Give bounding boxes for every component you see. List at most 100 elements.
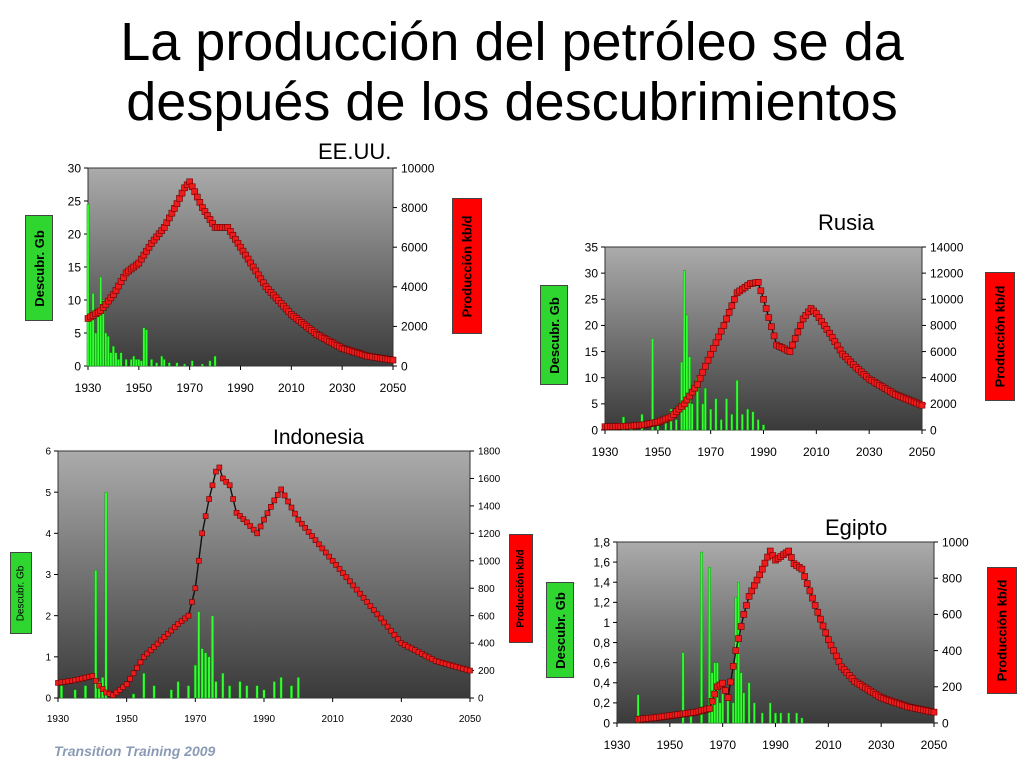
production-marker-indonesia — [350, 582, 357, 589]
production-marker-indonesia — [285, 498, 291, 505]
left-tick-label-egypt: 0,4 — [593, 676, 610, 690]
plot-area-indonesia — [57, 450, 471, 699]
discovery-bar-indonesia — [197, 611, 201, 699]
left-tick-label-indonesia: 0 — [45, 694, 51, 705]
right-tick-label-egypt: 200 — [942, 680, 962, 694]
production-marker-egypt — [819, 622, 827, 630]
slide-title: La producción del petróleo se da después… — [0, 12, 1024, 132]
discovery-bar-usa — [213, 355, 217, 367]
production-marker-indonesia — [268, 504, 274, 510]
production-marker-egypt — [822, 629, 829, 637]
right-tick-label-russia: 10000 — [930, 293, 964, 307]
discovery-bar-russia — [709, 408, 712, 431]
discovery-bar-indonesia — [193, 664, 197, 699]
discovery-bar-egypt — [718, 702, 722, 724]
production-marker-indonesia — [319, 545, 326, 552]
discovery-bar-indonesia — [94, 570, 98, 699]
production-marker-russia — [731, 295, 738, 303]
discovery-bar-usa — [150, 359, 153, 367]
discovery-bar-usa — [160, 355, 164, 367]
discovery-bar-usa — [91, 293, 95, 367]
left-tick-label-russia: 5 — [591, 397, 598, 411]
production-marker-russia — [757, 287, 765, 295]
x-tick-label-egypt: 2010 — [815, 738, 842, 752]
right-tick-label-usa: 8000 — [401, 201, 428, 215]
x-tick-label-russia: 1930 — [592, 445, 619, 459]
discovery-bar-indonesia — [238, 681, 242, 699]
discovery-bar-egypt — [800, 717, 804, 724]
right-tick-label-indonesia: 600 — [478, 611, 495, 622]
production-marker-indonesia — [161, 634, 168, 640]
left-tick-label-indonesia: 3 — [45, 570, 51, 581]
production-marker-egypt — [761, 559, 769, 567]
production-marker-indonesia — [360, 595, 367, 601]
production-marker-egypt — [732, 647, 740, 654]
left-axis-label-egypt-text: Descubr. Gb — [552, 591, 568, 669]
left-tick-label-usa: 20 — [68, 227, 82, 241]
production-marker-indonesia — [220, 475, 226, 482]
x-tick-label-indonesia: 1950 — [116, 714, 139, 725]
left-tick-label-usa: 30 — [68, 161, 82, 175]
production-marker-indonesia — [213, 468, 219, 475]
discovery-bar-usa — [155, 362, 158, 367]
discovery-bar-egypt — [774, 712, 777, 724]
right-tick-label-usa: 0 — [401, 359, 408, 373]
production-marker-indonesia — [99, 686, 106, 692]
discovery-bar-usa — [175, 362, 179, 367]
left-axis-label-egypt: Descubr. Gb — [546, 582, 574, 678]
discovery-bar-usa — [208, 360, 212, 367]
discovery-bar-usa — [99, 276, 103, 367]
production-marker-russia — [725, 309, 733, 316]
discovery-bar-russia — [701, 403, 705, 431]
discovery-bar-russia — [730, 414, 734, 431]
production-marker-russia — [760, 295, 767, 303]
left-tick-label-egypt: 1,2 — [593, 596, 610, 610]
discovery-bar-indonesia — [142, 673, 146, 699]
discovery-bar-indonesia — [200, 648, 204, 699]
x-tick-label-usa: 1930 — [75, 381, 102, 395]
production-marker-indonesia — [216, 464, 223, 471]
discovery-bar-usa — [109, 352, 113, 367]
right-tick-label-indonesia: 200 — [478, 666, 495, 677]
production-marker-indonesia — [395, 636, 401, 642]
discovery-bar-usa — [112, 346, 115, 367]
x-tick-label-usa: 2050 — [380, 381, 407, 395]
production-marker-russia — [728, 302, 736, 310]
production-marker-egypt — [809, 594, 816, 602]
discovery-bar-usa — [137, 359, 141, 367]
production-marker-egypt — [729, 662, 737, 670]
x-tick-label-usa: 1990 — [227, 381, 254, 395]
production-marker-indonesia — [199, 530, 205, 537]
production-marker-egypt — [830, 647, 837, 654]
left-tick-label-egypt: 0,8 — [593, 636, 610, 650]
production-marker-indonesia — [127, 675, 133, 682]
production-marker-indonesia — [343, 574, 350, 581]
discovery-bar-egypt — [739, 672, 743, 724]
production-marker-russia — [723, 315, 730, 323]
production-marker-indonesia — [381, 619, 387, 626]
x-tick-label-egypt: 2030 — [868, 738, 895, 752]
left-tick-label-egypt: 0 — [603, 716, 610, 730]
discovery-bar-russia — [756, 419, 760, 431]
production-marker-indonesia — [134, 665, 140, 671]
x-tick-label-russia: 1950 — [644, 445, 671, 459]
left-tick-label-russia: 30 — [585, 266, 599, 280]
discovery-bar-russia — [675, 419, 678, 431]
left-tick-label-russia: 15 — [585, 345, 599, 359]
right-tick-label-egypt: 800 — [942, 572, 962, 586]
discovery-bar-egypt — [708, 566, 711, 724]
chart-title-egypt: Egipto — [825, 515, 888, 540]
discovery-bar-russia — [682, 270, 686, 431]
discovery-bar-usa — [104, 332, 108, 367]
right-tick-label-indonesia: 800 — [478, 584, 495, 595]
production-marker-indonesia — [96, 682, 102, 689]
discovery-bar-indonesia — [296, 677, 300, 699]
discovery-bar-usa — [142, 327, 146, 367]
production-marker-indonesia — [274, 492, 281, 498]
production-marker-russia — [791, 335, 799, 342]
discovery-bar-indonesia — [73, 689, 77, 699]
production-marker-indonesia — [257, 523, 264, 530]
production-marker-egypt — [745, 592, 753, 600]
discovery-bar-indonesia — [152, 685, 156, 699]
